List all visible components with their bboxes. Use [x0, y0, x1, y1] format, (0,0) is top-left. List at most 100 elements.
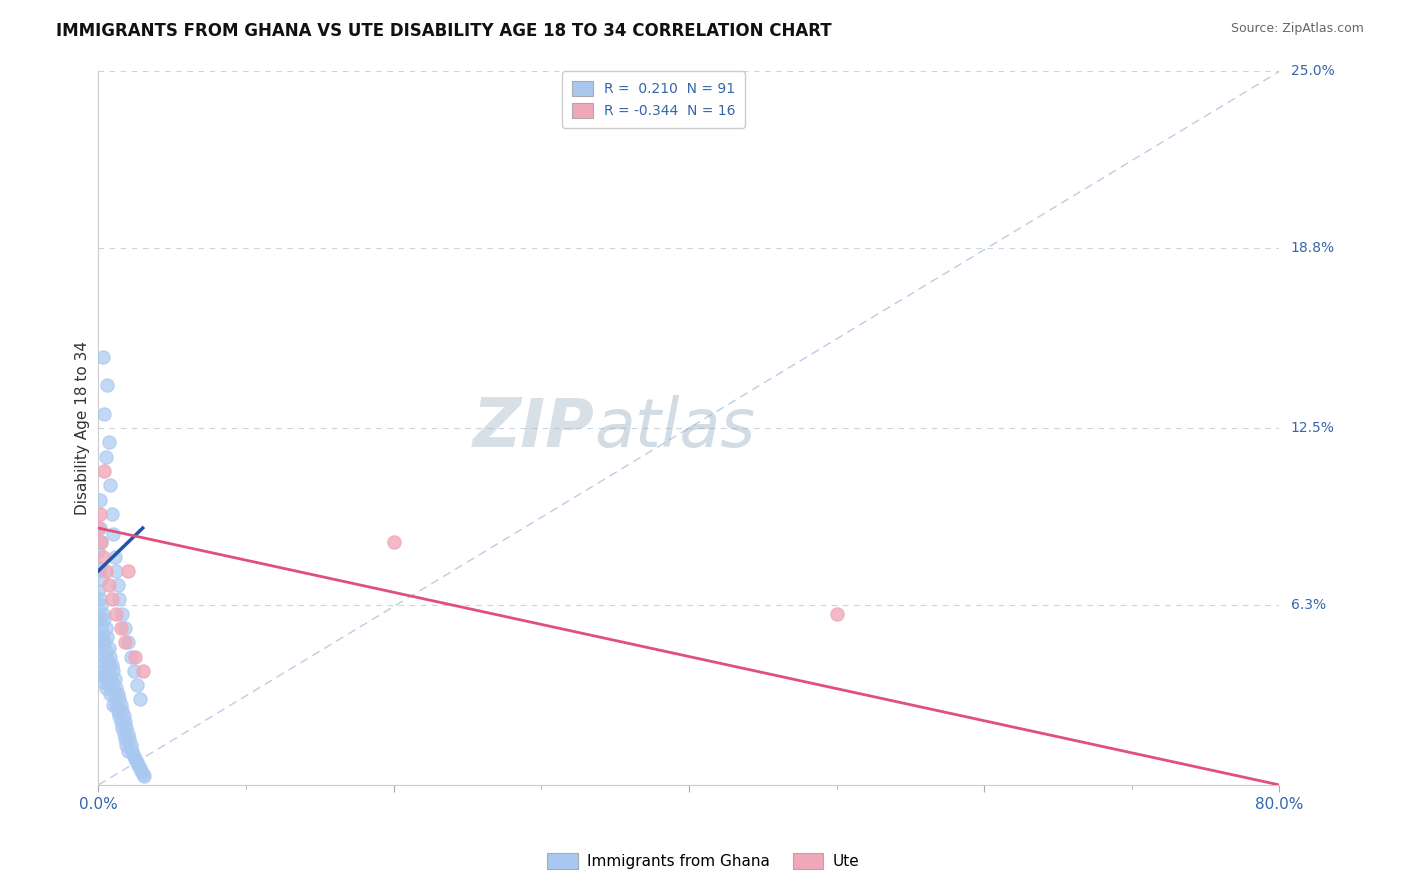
Point	[108, 692, 131, 706]
Point	[97, 658, 120, 673]
Point	[93, 675, 115, 690]
Legend: Immigrants from Ghana, Ute: Immigrants from Ghana, Ute	[541, 847, 865, 875]
Point	[89, 521, 111, 535]
Point	[91, 649, 114, 664]
Point	[90, 535, 112, 549]
Point	[117, 726, 139, 740]
Point	[89, 635, 111, 649]
Point	[134, 769, 156, 783]
Point	[100, 675, 122, 690]
Point	[90, 621, 112, 635]
Point	[91, 630, 114, 644]
Point	[94, 564, 117, 578]
Point	[89, 592, 111, 607]
Point	[100, 507, 122, 521]
Point	[115, 738, 138, 752]
Point	[93, 464, 115, 478]
Point	[97, 678, 120, 692]
Point	[115, 721, 138, 735]
Text: atlas: atlas	[595, 395, 755, 461]
Point	[96, 378, 118, 392]
Point	[98, 687, 121, 701]
Point	[103, 698, 125, 712]
Text: 25.0%: 25.0%	[1291, 64, 1334, 78]
Point	[103, 526, 125, 541]
Point	[128, 761, 150, 775]
Point	[127, 758, 149, 772]
Point	[117, 744, 139, 758]
Point	[122, 749, 145, 764]
Point	[105, 681, 128, 695]
Text: 12.5%: 12.5%	[1291, 421, 1334, 435]
Point	[124, 649, 146, 664]
Point	[98, 669, 121, 683]
Point	[104, 549, 127, 564]
Point	[94, 621, 117, 635]
Point	[100, 592, 122, 607]
Point	[87, 564, 110, 578]
Text: IMMIGRANTS FROM GHANA VS UTE DISABILITY AGE 18 TO 34 CORRELATION CHART: IMMIGRANTS FROM GHANA VS UTE DISABILITY …	[56, 22, 832, 40]
Point	[96, 630, 118, 644]
Point	[114, 732, 136, 747]
Point	[120, 738, 142, 752]
Point	[112, 709, 135, 723]
Point	[110, 715, 132, 730]
Point	[117, 635, 139, 649]
Point	[825, 607, 848, 621]
Point	[90, 573, 112, 587]
Point	[121, 744, 143, 758]
Point	[96, 673, 118, 687]
Point	[125, 678, 148, 692]
Point	[91, 669, 114, 683]
Point	[103, 664, 125, 678]
Point	[89, 561, 111, 575]
Point	[97, 640, 120, 655]
Point	[90, 598, 112, 612]
Point	[87, 521, 110, 535]
Point	[105, 564, 128, 578]
Point	[93, 407, 115, 421]
Point	[89, 492, 111, 507]
Point	[105, 607, 128, 621]
Point	[107, 578, 129, 592]
Y-axis label: Disability Age 18 to 34: Disability Age 18 to 34	[75, 341, 90, 516]
Point	[91, 607, 114, 621]
Point	[114, 635, 136, 649]
Point	[97, 578, 120, 592]
Point	[124, 752, 146, 766]
Point	[111, 704, 134, 718]
Point	[108, 709, 131, 723]
Legend: R =  0.210  N = 91, R = -0.344  N = 16: R = 0.210 N = 91, R = -0.344 N = 16	[562, 71, 745, 128]
Point	[93, 655, 115, 669]
Point	[91, 350, 114, 364]
Point	[105, 698, 128, 712]
Text: 18.8%: 18.8%	[1291, 242, 1334, 255]
Text: ZIP: ZIP	[472, 395, 595, 461]
Point	[107, 687, 129, 701]
Point	[93, 612, 115, 626]
Point	[110, 698, 132, 712]
Point	[110, 621, 132, 635]
Point	[129, 764, 152, 778]
Point	[94, 450, 117, 464]
Point	[132, 766, 155, 780]
Point	[90, 535, 112, 549]
Point	[114, 715, 136, 730]
Point	[98, 649, 121, 664]
Point	[91, 549, 114, 564]
Point	[111, 607, 134, 621]
Point	[120, 649, 142, 664]
Text: 6.3%: 6.3%	[1291, 599, 1326, 612]
Point	[128, 692, 150, 706]
Point	[89, 612, 111, 626]
Text: Source: ZipAtlas.com: Source: ZipAtlas.com	[1230, 22, 1364, 36]
Point	[90, 640, 112, 655]
Point	[122, 664, 145, 678]
Point	[100, 658, 122, 673]
Point	[98, 478, 121, 492]
Point	[103, 681, 125, 695]
Point	[382, 535, 405, 549]
Point	[87, 544, 110, 558]
Point	[97, 435, 120, 450]
Point	[107, 704, 129, 718]
